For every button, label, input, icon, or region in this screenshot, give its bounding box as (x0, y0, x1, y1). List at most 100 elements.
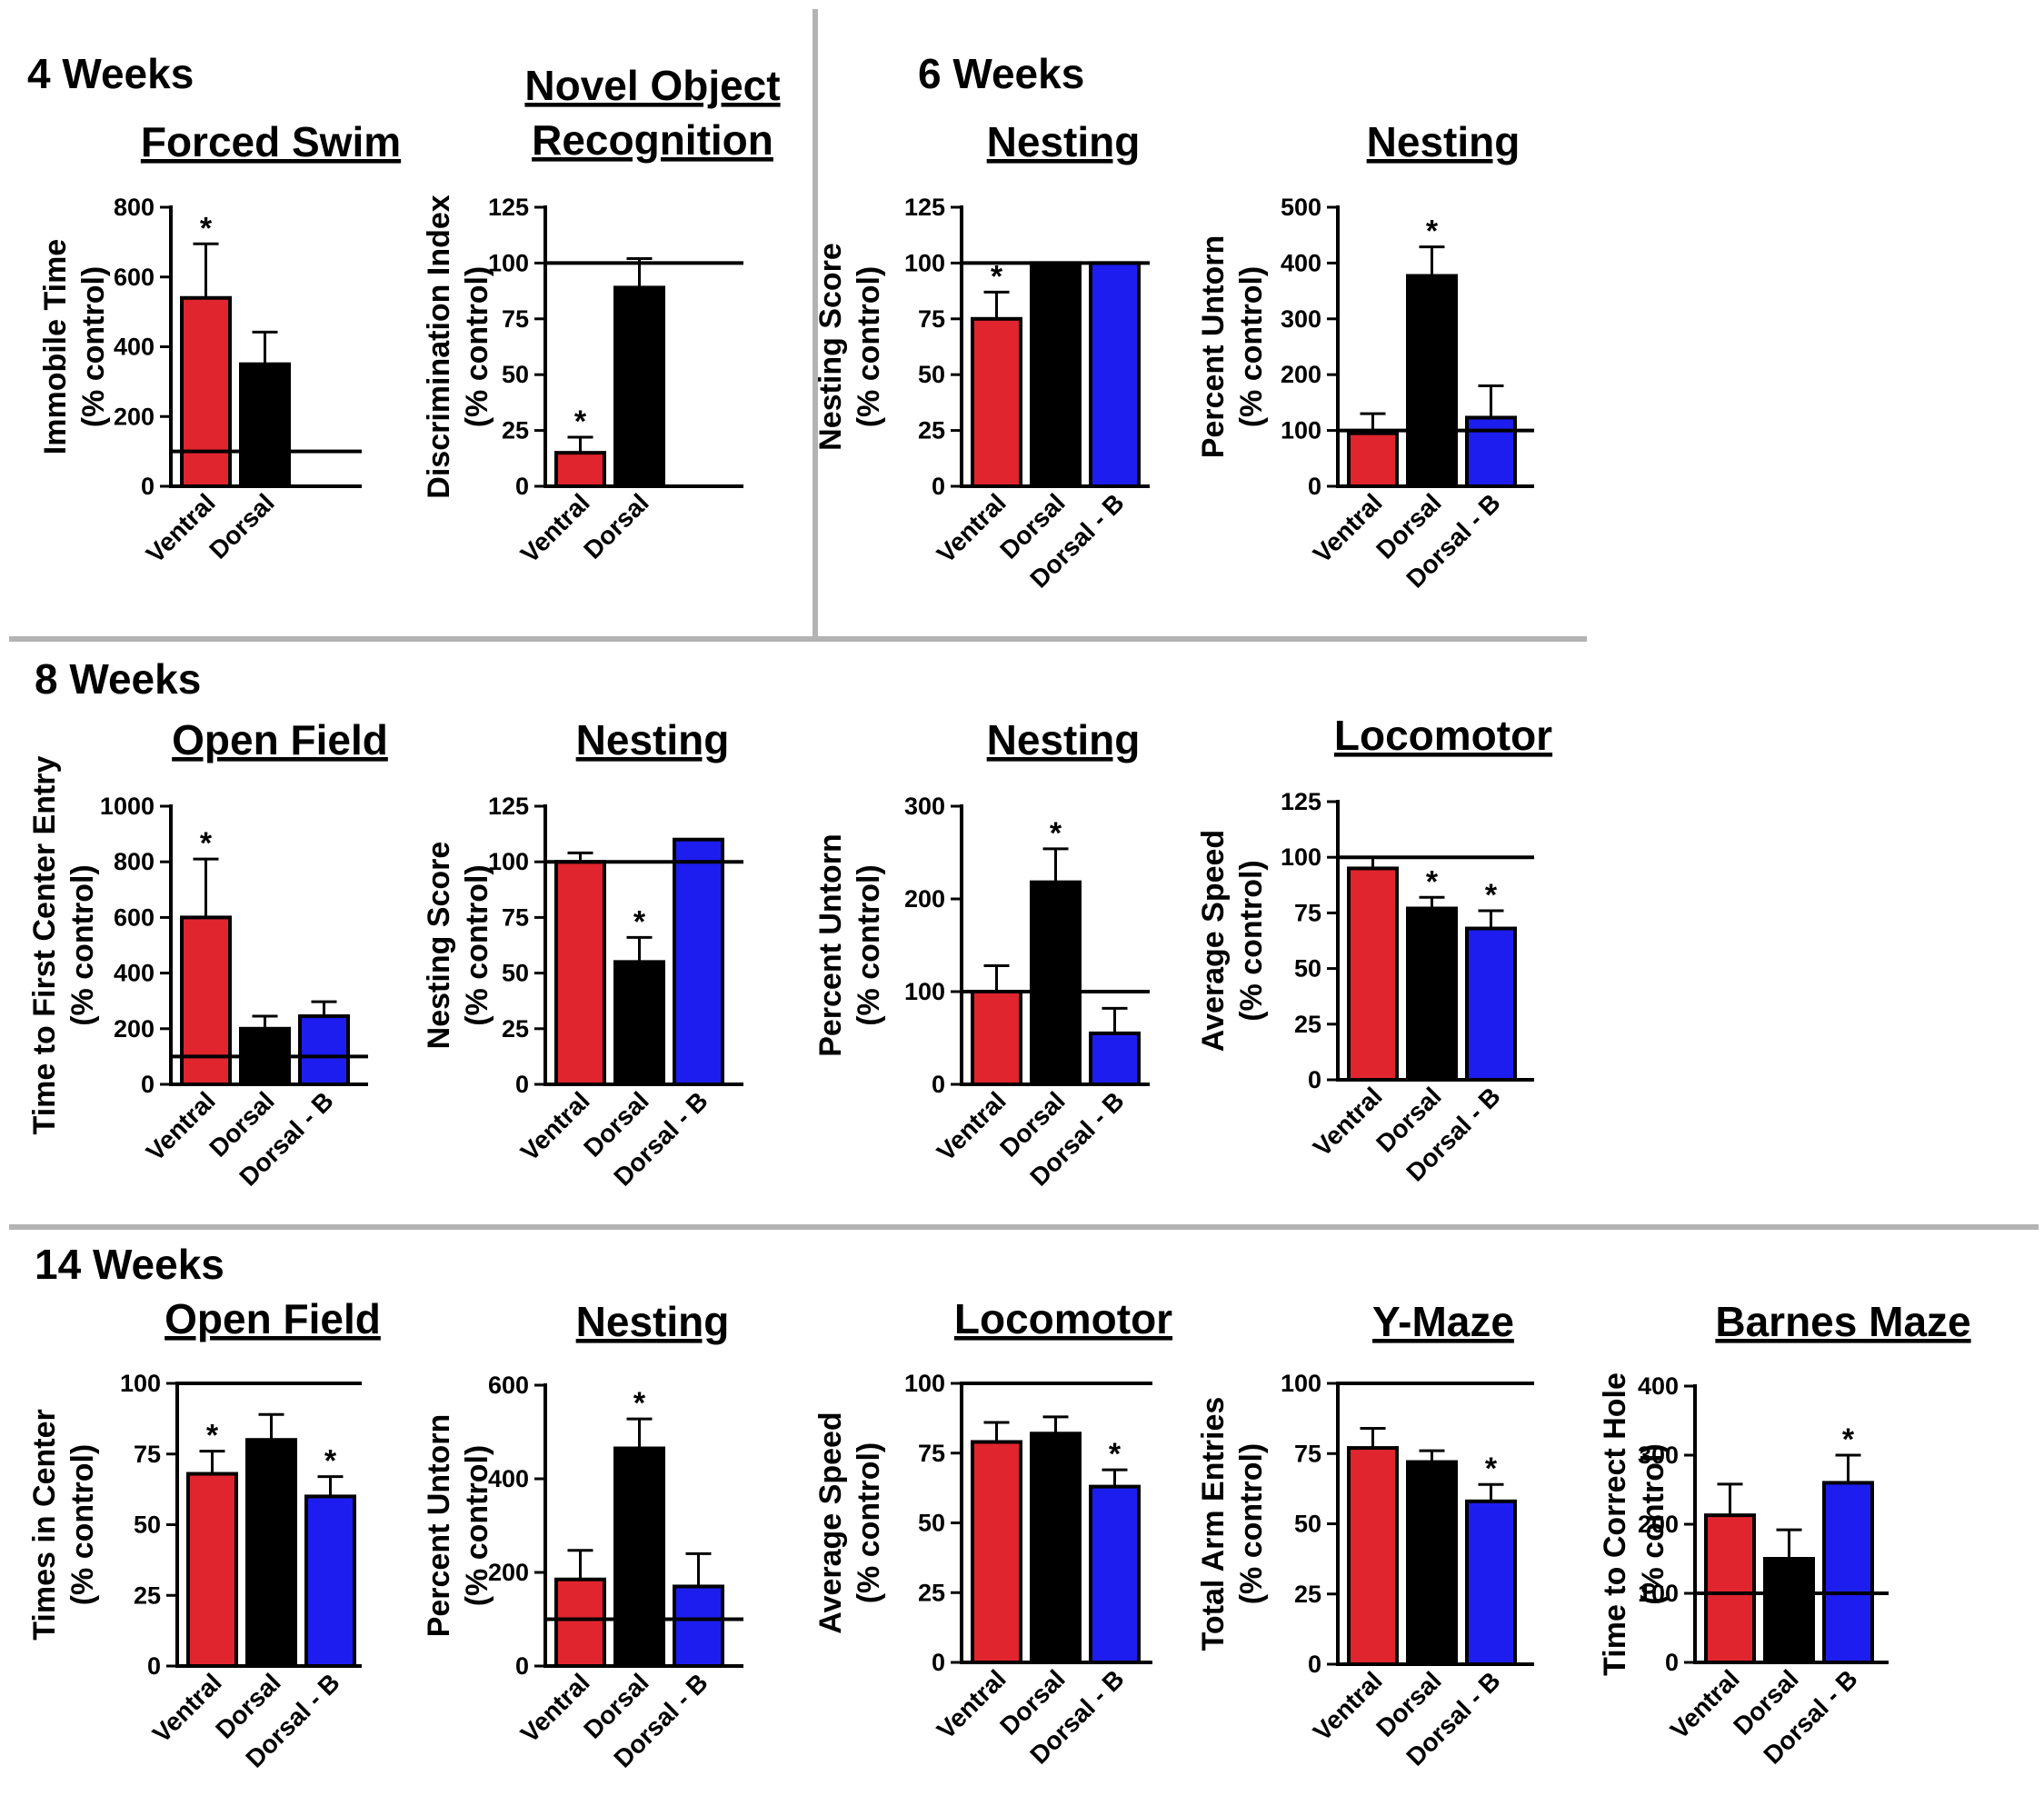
chart-title: Novel Object (524, 62, 780, 109)
y-tick-label: 25 (502, 417, 529, 444)
y-tick-label: 0 (1665, 1649, 1679, 1676)
y-axis-unit-label: (% control) (1636, 1443, 1670, 1605)
y-axis-label: Total Arm Entries (1196, 1397, 1231, 1651)
y-axis-unit-label: (% control) (852, 266, 886, 428)
bar-dorsal-b (304, 1494, 356, 1669)
bar-dorsal (1406, 274, 1458, 488)
significance-marker-dorsal-b: * (324, 1444, 337, 1479)
significance-marker-dorsal: * (1426, 215, 1439, 249)
y-tick-label: 100 (488, 249, 529, 276)
bar-ventral (180, 295, 232, 488)
y-axis-unit-label: (% control) (1234, 266, 1269, 428)
y-axis-unit-label: (% control) (852, 1442, 886, 1604)
y-tick-label: 200 (488, 1559, 529, 1586)
y-tick-label: 75 (918, 1440, 945, 1467)
charts-layer: Forced Swim Immobile Time (% control) * Vent… (27, 62, 1971, 1773)
y-tick-label: 0 (1308, 473, 1321, 500)
bar-ventral (1704, 1513, 1756, 1664)
bar-dorsal (1763, 1557, 1815, 1664)
y-tick-label: 200 (1281, 361, 1321, 388)
category-label-ventral: Ventral (932, 1664, 1012, 1744)
y-tick-label: 800 (114, 194, 155, 221)
y-axis-label: Average Speed (813, 1412, 848, 1633)
y-axis-label: Times in Center (27, 1409, 62, 1640)
chart-c11-locomotor: Locomotor Average Speed (% control) Ventral… (813, 1295, 1172, 1770)
y-tick-label: 25 (918, 1579, 945, 1606)
bar-ventral (1347, 431, 1399, 489)
chart-title: Nesting (1367, 118, 1521, 165)
y-tick-label: 100 (488, 848, 529, 875)
y-tick-label: 0 (515, 1652, 529, 1680)
y-axis-label: Immobile Time (38, 239, 73, 454)
chart-c1-forced-swim: Forced Swim Immobile Time (% control) * Vent… (38, 118, 401, 568)
y-tick-label: 400 (1638, 1372, 1679, 1400)
y-tick-label: 0 (141, 1071, 155, 1098)
y-tick-label: 600 (488, 1372, 529, 1399)
category-label-ventral: Ventral (932, 488, 1012, 568)
section-title-14-weeks: 14 Weeks (35, 1241, 224, 1288)
y-tick-label: 500 (1281, 194, 1321, 221)
significance-marker-dorsal-b: * (1109, 1437, 1122, 1472)
bar-dorsal-b (1089, 261, 1141, 488)
y-tick-label: 50 (1294, 955, 1321, 983)
chart-c8-locomotor: Locomotor Average Speed (% control) Ventral… (1196, 712, 1552, 1187)
category-label-ventral: Ventral (1308, 488, 1388, 568)
category-label-ventral: Ventral (147, 1668, 227, 1748)
y-tick-label: 25 (1294, 1581, 1321, 1608)
category-label-ventral: Ventral (1308, 1082, 1388, 1162)
y-tick-label: 75 (502, 305, 529, 333)
y-tick-label: 0 (515, 1071, 529, 1098)
chart-title: Locomotor (954, 1295, 1172, 1342)
y-tick-label: 300 (904, 793, 945, 820)
chart-title: Forced Swim (141, 118, 401, 165)
significance-marker-ventral: * (200, 826, 213, 861)
bar-dorsal (1030, 261, 1082, 488)
bar-dorsal (613, 285, 665, 488)
chart-title: Y-Maze (1372, 1298, 1514, 1345)
y-tick-label: 200 (904, 885, 945, 913)
y-tick-label: 0 (1308, 1066, 1321, 1093)
y-axis-unit-label: (% control) (852, 864, 886, 1026)
y-axis-label: Percent Untorn (422, 1414, 456, 1638)
y-tick-label: 0 (1308, 1651, 1321, 1678)
bar-dorsal-b (1465, 1499, 1517, 1667)
y-tick-label: 200 (1638, 1511, 1679, 1538)
chart-c5-open-field: Open Field Time to First Center Entry (% c… (27, 716, 388, 1192)
chart-title: Nesting (576, 716, 730, 763)
y-tick-label: 100 (904, 978, 945, 1005)
y-tick-label: 125 (488, 793, 529, 820)
bar-ventral (554, 1577, 606, 1668)
y-tick-label: 100 (1638, 1580, 1679, 1607)
bar-dorsal (1406, 1460, 1458, 1667)
y-axis-unit-label: (% control) (65, 1444, 100, 1606)
category-label-ventral: Ventral (515, 1668, 595, 1748)
y-tick-label: 50 (1294, 1511, 1321, 1538)
bar-dorsal-b (673, 1584, 724, 1668)
bar-dorsal-b (673, 837, 724, 1086)
y-tick-label: 100 (904, 249, 945, 276)
significance-marker-dorsal: * (1426, 864, 1439, 899)
y-tick-label: 100 (1281, 417, 1321, 444)
bar-dorsal-b (298, 1014, 350, 1087)
bar-dorsal-b (1465, 415, 1517, 488)
chart-title: Locomotor (1334, 712, 1552, 759)
chart-c7-nesting: Nesting Percent Untorn (% control) Ventral *… (813, 716, 1150, 1192)
bar-dorsal (613, 1446, 665, 1669)
bar-dorsal (1406, 906, 1458, 1083)
bar-ventral (186, 1472, 238, 1669)
significance-marker-dorsal: * (633, 904, 646, 939)
bar-ventral (971, 990, 1022, 1086)
section-title-6-weeks: 6 Weeks (918, 50, 1084, 97)
y-tick-label: 125 (904, 194, 945, 221)
bar-dorsal-b (1465, 926, 1517, 1083)
y-tick-label: 100 (904, 1370, 945, 1397)
chart-c4-nesting: Nesting Percent Untorn (% control) Ventral *… (1196, 118, 1534, 594)
y-axis-unit-label: (% control) (1234, 1443, 1269, 1605)
y-tick-label: 25 (502, 1015, 529, 1043)
significance-marker-ventral: * (991, 259, 1003, 294)
y-tick-label: 0 (932, 1649, 945, 1676)
y-axis-unit-label: (% control) (460, 266, 494, 428)
y-tick-label: 75 (134, 1441, 161, 1468)
chart-c12-y-maze: Y-Maze Total Arm Entries (% control) Ventra… (1196, 1298, 1534, 1771)
